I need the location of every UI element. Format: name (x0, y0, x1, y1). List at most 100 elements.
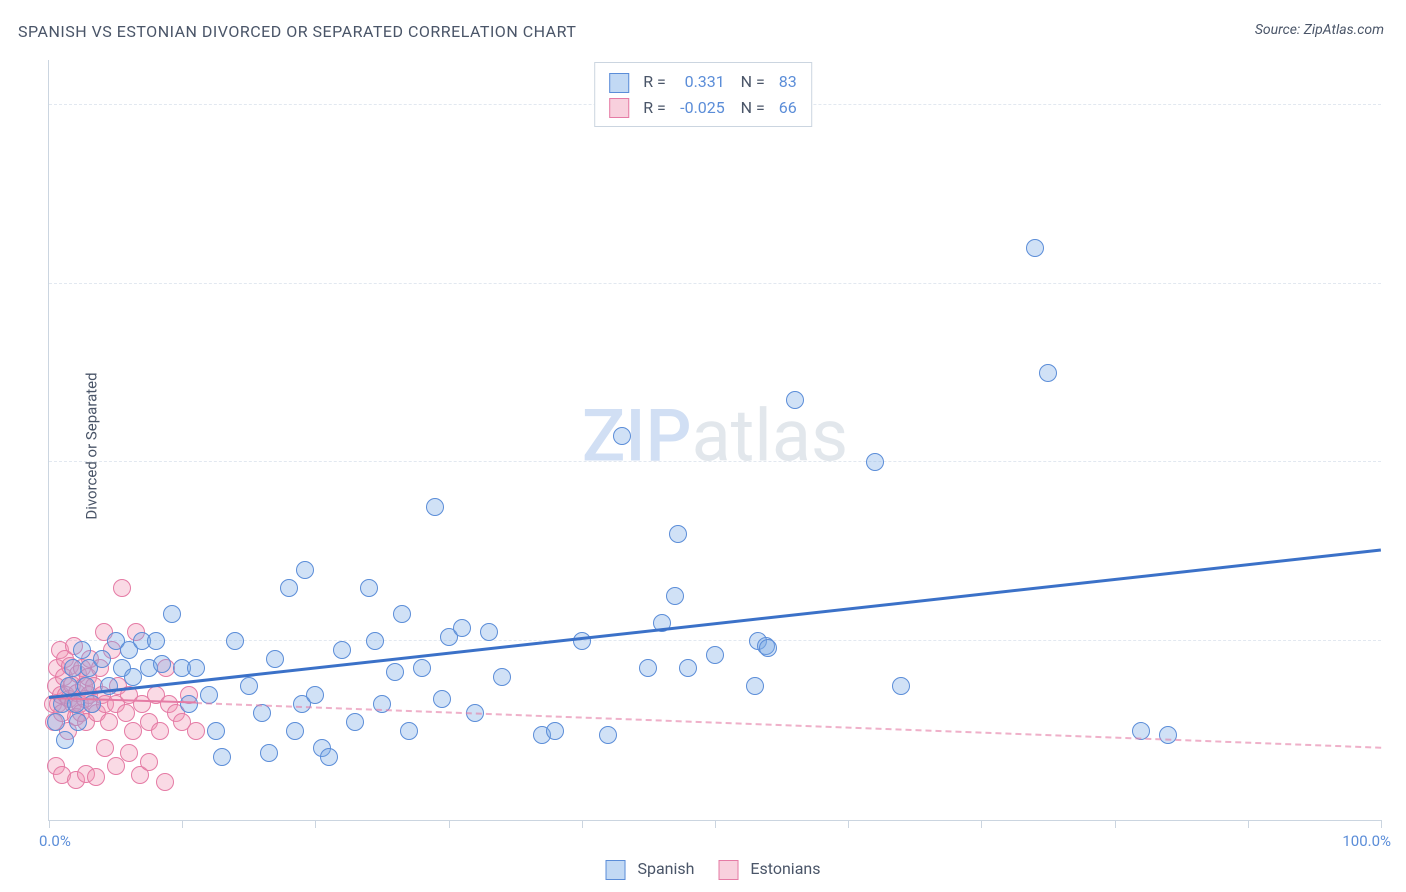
chart-title: SPANISH VS ESTONIAN DIVORCED OR SEPARATE… (18, 22, 576, 41)
n-label: N = (741, 72, 765, 91)
r-label: R = (643, 98, 666, 117)
y-tick-label: 80.0% (1391, 78, 1406, 96)
data-point-spanish (240, 677, 258, 695)
x-tick (1115, 820, 1116, 828)
data-point-spanish (400, 722, 418, 740)
gridline (49, 283, 1381, 284)
data-point-spanish (296, 561, 314, 579)
r-label: R = (643, 72, 666, 91)
data-point-spanish (187, 659, 205, 677)
y-tick-label: 40.0% (1391, 435, 1406, 453)
r-value-pink: -0.025 (670, 95, 725, 121)
data-point-estonian (124, 722, 142, 740)
data-point-estonian (87, 768, 105, 786)
x-tick (315, 820, 316, 828)
data-point-spanish (433, 690, 451, 708)
legend-label-spanish: Spanish (637, 859, 694, 878)
data-point-estonian (140, 753, 158, 771)
trend-line (49, 549, 1381, 700)
x-axis-min-label: 0.0% (39, 832, 71, 850)
data-point-estonian (156, 773, 174, 791)
data-point-spanish (286, 722, 304, 740)
source-label: Source: ZipAtlas.com (1255, 22, 1384, 38)
data-point-spanish (47, 713, 65, 731)
n-value-pink: 66 (769, 95, 797, 121)
data-point-spanish (746, 677, 764, 695)
data-point-estonian (113, 579, 131, 597)
x-tick (49, 820, 50, 828)
data-point-spanish (346, 713, 364, 731)
data-point-spanish (1159, 726, 1177, 744)
blue-swatch-icon (609, 73, 629, 93)
data-point-estonian (151, 722, 169, 740)
data-point-spanish (599, 726, 617, 744)
x-tick (1381, 820, 1382, 828)
data-point-spanish (639, 659, 657, 677)
data-point-spanish (147, 632, 165, 650)
data-point-estonian (187, 722, 205, 740)
n-value-blue: 83 (769, 69, 797, 95)
data-point-spanish (360, 579, 378, 597)
data-point-spanish (333, 641, 351, 659)
data-point-spanish (306, 686, 324, 704)
x-tick (981, 820, 982, 828)
data-point-spanish (124, 668, 142, 686)
data-point-spanish (213, 748, 231, 766)
data-point-spanish (393, 605, 411, 623)
data-point-estonian (120, 744, 138, 762)
data-point-spanish (546, 722, 564, 740)
chart-plot-area: ZIPatlas 0.0% 100.0% 20.0%40.0%60.0%80.0… (48, 60, 1381, 821)
legend-label-estonians: Estonians (750, 859, 820, 878)
trend-line (195, 702, 1381, 749)
data-point-spanish (666, 587, 684, 605)
data-point-spanish (163, 605, 181, 623)
x-tick (848, 820, 849, 828)
correlation-stats-box: R = 0.331 N = 83 R = -0.025 N = 66 (594, 62, 812, 127)
data-point-spanish (320, 748, 338, 766)
legend: Spanish Estonians (586, 859, 821, 880)
data-point-spanish (453, 619, 471, 637)
data-point-spanish (200, 686, 218, 704)
stats-row-pink: R = -0.025 N = 66 (609, 95, 797, 121)
data-point-estonian (117, 704, 135, 722)
x-tick (1248, 820, 1249, 828)
data-point-spanish (153, 655, 171, 673)
data-point-spanish (56, 731, 74, 749)
x-tick (182, 820, 183, 828)
x-tick (715, 820, 716, 828)
pink-swatch-icon (609, 98, 629, 118)
data-point-spanish (386, 663, 404, 681)
data-point-spanish (207, 722, 225, 740)
data-point-spanish (366, 632, 384, 650)
data-point-spanish (1039, 364, 1057, 382)
data-point-estonian (96, 739, 114, 757)
legend-pink-swatch-icon (718, 860, 738, 880)
x-axis-max-label: 100.0% (1342, 832, 1391, 850)
y-tick-label: 60.0% (1391, 257, 1406, 275)
data-point-spanish (226, 632, 244, 650)
data-point-spanish (260, 744, 278, 762)
data-point-spanish (413, 659, 431, 677)
stats-row-blue: R = 0.331 N = 83 (609, 69, 797, 95)
data-point-spanish (73, 641, 91, 659)
data-point-spanish (69, 713, 87, 731)
data-point-spanish (93, 650, 111, 668)
data-point-spanish (480, 623, 498, 641)
x-tick (449, 820, 450, 828)
data-point-spanish (786, 391, 804, 409)
data-point-spanish (1026, 239, 1044, 257)
data-point-spanish (573, 632, 591, 650)
y-tick-label: 20.0% (1391, 614, 1406, 632)
r-value-blue: 0.331 (670, 69, 725, 95)
data-point-spanish (266, 650, 284, 668)
x-tick (582, 820, 583, 828)
data-point-spanish (866, 453, 884, 471)
gridline (49, 461, 1381, 462)
data-point-spanish (669, 525, 687, 543)
data-point-spanish (613, 427, 631, 445)
data-point-spanish (892, 677, 910, 695)
gridline (49, 640, 1381, 641)
data-point-spanish (426, 498, 444, 516)
legend-blue-swatch-icon (606, 860, 626, 880)
data-point-spanish (493, 668, 511, 686)
